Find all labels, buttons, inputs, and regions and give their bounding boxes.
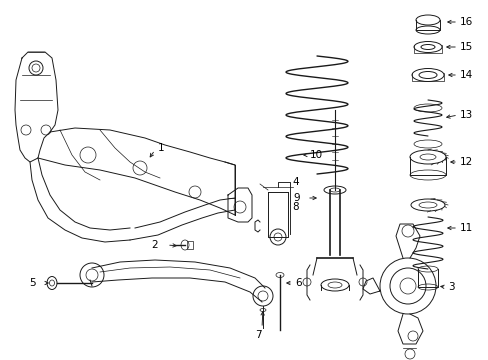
- Text: 12: 12: [459, 157, 472, 167]
- Text: 2: 2: [151, 240, 158, 250]
- Text: 4: 4: [291, 177, 298, 187]
- Text: 16: 16: [459, 17, 472, 27]
- Text: 8: 8: [291, 202, 298, 212]
- Text: 15: 15: [459, 42, 472, 52]
- Text: 5: 5: [29, 278, 36, 288]
- Text: 1: 1: [158, 143, 164, 153]
- Text: 9: 9: [293, 193, 299, 203]
- Text: 3: 3: [447, 282, 454, 292]
- Bar: [186, 241, 193, 249]
- Text: 7: 7: [254, 330, 261, 340]
- Text: 14: 14: [459, 70, 472, 80]
- Text: 10: 10: [309, 150, 323, 160]
- Text: 6: 6: [294, 278, 301, 288]
- Text: 11: 11: [459, 223, 472, 233]
- Text: 13: 13: [459, 110, 472, 120]
